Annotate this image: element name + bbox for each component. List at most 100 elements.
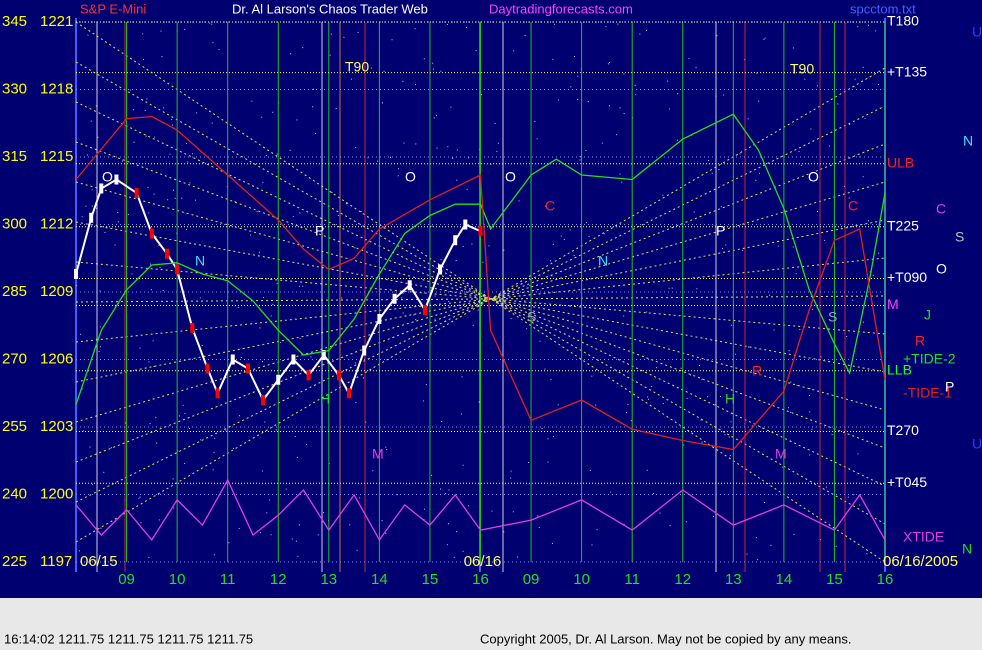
star-dot [460,413,462,415]
star-dot [777,245,779,247]
star-dot [862,176,864,178]
star-dot [552,435,554,437]
star-dot [355,147,357,149]
star-dot [623,523,625,525]
star-dot [719,395,721,397]
star-dot [468,505,470,507]
star-dot [157,493,159,495]
star-dot [545,205,547,207]
star-dot [184,28,186,30]
star-dot [541,427,543,429]
star-dot [816,210,818,212]
star-dot [563,238,565,240]
star-dot [152,340,154,342]
star-dot [280,342,282,344]
star-dot [261,470,263,472]
star-dot [554,23,556,25]
star-dot [680,367,682,369]
star-dot [490,163,492,165]
star-dot [471,243,473,245]
star-dot [433,117,435,119]
star-dot [466,188,468,190]
cycle-letter: O [936,261,947,277]
star-dot [362,377,364,379]
star-dot [256,211,258,213]
star-dot [712,515,714,517]
star-dot [763,502,765,504]
x-tick-label: 09 [523,571,540,588]
star-dot [747,118,749,120]
star-dot [538,526,540,528]
star-dot [402,312,404,314]
date-label: 06/15 [80,553,118,570]
star-dot [671,287,673,289]
star-dot [150,263,152,265]
star-dot [200,439,202,441]
star-dot [90,120,92,122]
star-dot [186,229,188,231]
star-dot [577,75,579,77]
star-dot [360,211,362,213]
cycle-letter: N [598,253,608,269]
price-bar [291,354,296,365]
price-bar [114,174,119,185]
star-dot [240,356,242,358]
star-dot [159,266,161,268]
star-dot [510,470,512,472]
star-dot [825,486,827,488]
star-dot [98,350,100,352]
star-dot [76,285,78,287]
star-dot [579,159,581,161]
star-dot [189,427,191,429]
star-dot [809,454,811,456]
cycle-letter: C [545,198,555,214]
level-label: +T090 [887,269,927,285]
y-tick-label: 1221 [40,13,73,30]
star-dot [573,55,575,57]
star-dot [696,288,698,290]
star-dot [828,145,830,147]
series-label: -TIDE-1 [903,385,952,401]
cycle-letter: M [372,446,384,462]
star-dot [804,78,806,80]
star-dot [635,94,637,96]
y-tick-label: 1218 [40,80,73,97]
star-dot [329,54,331,56]
star-dot [272,111,274,113]
star-dot [751,425,753,427]
star-dot [768,294,770,296]
star-dot [552,243,554,245]
price-bar [362,345,367,356]
star-dot [211,122,213,124]
star-dot [534,120,536,122]
star-dot [425,384,427,386]
star-dot [820,356,822,358]
star-dot [698,365,700,367]
star-dot [142,33,144,35]
star-dot [646,469,648,471]
star-dot [656,367,658,369]
star-dot [259,532,261,534]
price-bar [321,350,326,360]
star-dot [121,160,123,162]
star-dot [461,376,463,378]
price-bar [205,363,210,374]
star-dot [390,156,392,158]
star-dot [306,443,308,445]
cycle-letter: R [752,363,762,379]
star-dot [820,539,822,541]
star-dot [573,255,575,257]
star-dot [456,149,458,151]
star-dot [317,534,319,536]
cycle-letter: P [945,379,954,395]
star-dot [623,315,625,317]
star-dot [158,244,160,246]
star-dot [862,321,864,323]
star-dot [799,328,801,330]
star-dot [488,245,490,247]
star-dot [516,556,518,558]
y2-tick-label: 315 [2,148,27,165]
star-dot [859,156,861,158]
star-dot [773,329,775,331]
star-dot [431,225,433,227]
